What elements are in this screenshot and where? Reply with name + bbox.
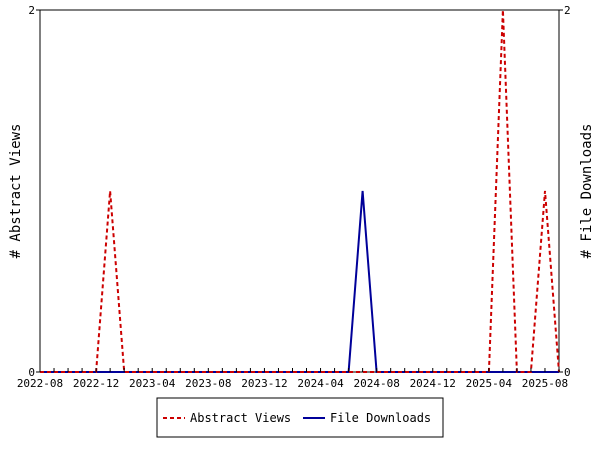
y-tick-label: 0 [28,366,35,379]
x-tick-label: 2024-04 [297,377,344,390]
chart-frame [39,9,560,373]
x-tick-label: 2025-08 [522,377,568,390]
x-tick-label: 2024-08 [353,377,399,390]
x-tick-label: 2023-04 [129,377,176,390]
x-tick-label: 2023-12 [241,377,287,390]
legend-box [156,397,444,438]
y-axis-title: # Abstract Views [8,124,24,259]
y2-tick-label: 0 [564,366,571,379]
x-tick-label: 2022-08 [17,377,63,390]
y-tick-label: 2 [28,4,35,17]
series-line-file-downloads [40,190,559,373]
legend-label-file-downloads: File Downloads [330,411,431,425]
legend-label-abstract-views: Abstract Views [190,411,291,425]
x-tick-label: 2025-04 [466,377,513,390]
y2-tick-label: 2 [564,4,571,17]
x-tick-label: 2022-12 [73,377,119,390]
plot-area-border [39,9,560,373]
legend: Abstract Views File Downloads [156,397,444,438]
tick-layer: 2022-08 2022-12 2023-04 2023-08 2023-12 2024-… [17,4,571,390]
x-tick-label: 2023-08 [185,377,231,390]
y2-axis-title: # File Downloads [579,124,595,259]
series-line-abstract-views [40,9,560,373]
x-tick-label: 2024-12 [410,377,456,390]
series-layer [40,9,560,373]
